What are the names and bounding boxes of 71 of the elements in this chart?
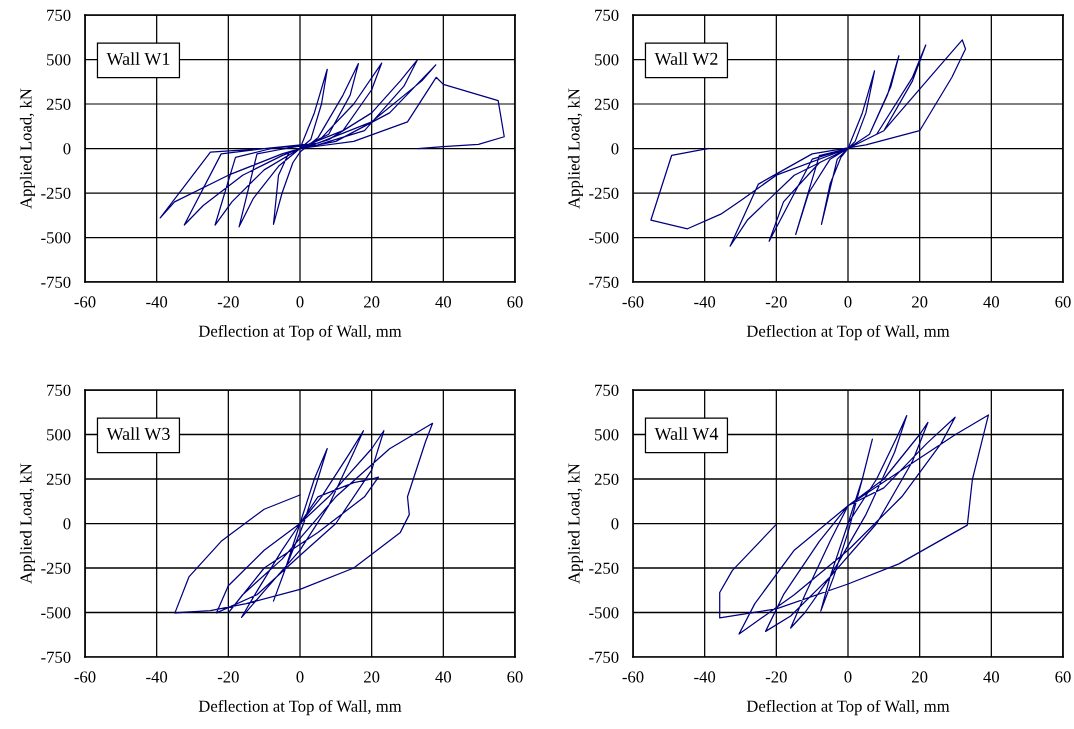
x-tick-label: -60 xyxy=(622,671,644,683)
line-series xyxy=(719,414,990,635)
y-tick-label: -750 xyxy=(41,276,71,288)
y-tick-label: -500 xyxy=(589,607,619,619)
x-tick-label: 60 xyxy=(1055,671,1071,683)
y-tick-label: 0 xyxy=(611,518,619,530)
y-axis-title: Applied Load, kN xyxy=(19,463,36,584)
y-tick-label: 0 xyxy=(63,518,71,530)
y-tick-label: 250 xyxy=(594,98,619,110)
x-tick-label: -40 xyxy=(694,671,716,683)
x-tick-label: -20 xyxy=(765,296,787,308)
y-tick-label: -250 xyxy=(41,187,71,199)
x-tick-label: 0 xyxy=(296,671,304,683)
x-tick-label: 20 xyxy=(912,671,928,683)
y-tick-label: -750 xyxy=(41,651,71,663)
x-tick-label: 0 xyxy=(844,671,852,683)
line-series xyxy=(174,422,434,618)
y-tick-label: -250 xyxy=(41,562,71,574)
x-tick-label: 20 xyxy=(364,296,380,308)
y-tick-label: -500 xyxy=(589,232,619,244)
x-tick-label: -40 xyxy=(146,296,168,308)
y-tick-label: 750 xyxy=(595,9,619,21)
y-tick-label: 250 xyxy=(46,98,71,110)
x-axis-title: Deflection at Top of Wall, mm xyxy=(198,699,402,716)
x-tick-label: -60 xyxy=(74,296,96,308)
x-tick-label: -60 xyxy=(622,296,644,308)
x-tick-label: 60 xyxy=(507,296,523,308)
y-tick-label: 500 xyxy=(47,429,71,441)
y-tick-label: 0 xyxy=(611,143,619,155)
x-tick-label: 40 xyxy=(983,671,1000,683)
x-tick-label: 20 xyxy=(912,296,928,308)
x-tick-label: -40 xyxy=(694,296,716,308)
y-tick-label: -750 xyxy=(589,276,619,288)
x-tick-label: 20 xyxy=(364,671,380,683)
y-tick-label: 500 xyxy=(595,429,619,441)
y-tick-label: 250 xyxy=(594,473,619,485)
x-tick-label: 0 xyxy=(844,296,852,308)
x-axis-title: Deflection at Top of Wall, mm xyxy=(746,699,950,716)
x-tick-label: -40 xyxy=(146,671,168,683)
y-tick-label: 750 xyxy=(47,9,71,21)
x-axis-title: Deflection at Top of Wall, mm xyxy=(746,324,950,341)
x-tick-label: 0 xyxy=(296,296,304,308)
y-tick-label: 750 xyxy=(595,384,619,396)
y-axis-title: Applied Load, kN xyxy=(19,88,36,209)
annotation: Wall W2 xyxy=(654,52,718,66)
y-tick-label: -250 xyxy=(589,187,619,199)
annotation: Wall W4 xyxy=(654,427,719,441)
x-tick-label: -60 xyxy=(74,671,96,683)
y-tick-label: 0 xyxy=(63,143,71,155)
x-tick-label: 60 xyxy=(507,671,523,683)
x-axis-title: Deflection at Top of Wall, mm xyxy=(198,324,402,341)
y-tick-label: -250 xyxy=(589,562,619,574)
y-tick-label: -500 xyxy=(41,607,71,619)
x-tick-label: -20 xyxy=(765,671,787,683)
x-tick-label: 60 xyxy=(1055,296,1071,308)
y-axis-title: Applied Load, kN xyxy=(567,88,584,209)
x-tick-label: -20 xyxy=(217,296,239,308)
x-tick-label: 40 xyxy=(983,296,1000,308)
y-tick-label: -750 xyxy=(589,651,619,663)
y-axis-title: Applied Load, kN xyxy=(567,463,584,584)
y-tick-label: 250 xyxy=(46,473,71,485)
y-tick-label: 500 xyxy=(595,54,619,66)
y-tick-label: 750 xyxy=(47,384,71,396)
annotation: Wall W3 xyxy=(106,427,170,441)
annotation: Wall W1 xyxy=(106,52,170,66)
y-tick-label: -500 xyxy=(41,232,71,244)
x-tick-label: 40 xyxy=(435,296,452,308)
line-series xyxy=(650,39,967,247)
x-tick-label: 40 xyxy=(435,671,452,683)
y-tick-label: 500 xyxy=(47,54,71,66)
x-tick-label: -20 xyxy=(217,671,239,683)
